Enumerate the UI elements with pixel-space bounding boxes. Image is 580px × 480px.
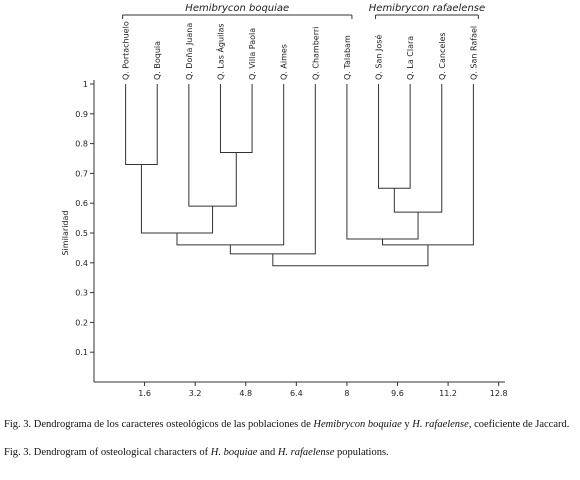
- caption: Fig. 3. Dendrograma de los caracteres os…: [4, 418, 578, 432]
- leaf-label: Q. Portachuelo: [122, 21, 131, 80]
- leaf-label: Q. Aimes: [280, 44, 289, 80]
- chart: Similaridad 0.1 0.2 0.3 0.4 0.5 0.6 0.7 0.8 0.9 1…: [61, 3, 508, 398]
- y-tick-label: 0.3: [75, 289, 88, 298]
- leaf-label: Q. Canceles: [438, 32, 447, 80]
- y-tick-label: 0.7: [75, 169, 88, 178]
- y-tick-label: 0.2: [75, 318, 88, 327]
- y-tick-label: 0.9: [75, 110, 88, 119]
- dendrogram-branch: [393, 84, 443, 213]
- x-tick-label: 9.6: [391, 389, 404, 398]
- caption-text: y: [401, 419, 413, 430]
- leaf-label: Q. La Clara: [406, 36, 415, 80]
- caption-text: populations.: [334, 447, 389, 458]
- x-tick-label: 3.2: [189, 389, 202, 398]
- group-label: Hemibrycon rafaelense: [369, 3, 485, 14]
- dendrogram-branch: [176, 84, 285, 246]
- caption-text: H. boquiae: [210, 447, 258, 458]
- caption-text: H. rafaelense: [412, 419, 469, 430]
- dendrogram-branch: [272, 244, 429, 267]
- dendrogram-branch: [219, 84, 253, 154]
- leaf-label: Q. Boquia: [153, 41, 162, 80]
- caption-text: Fig. 3. Dendrogram of osteological chara…: [4, 447, 211, 458]
- dendrogram-branch: [346, 84, 419, 240]
- dendrogram-branch: [188, 84, 237, 207]
- y-tick-label: 0.8: [75, 140, 88, 149]
- caption-text: Fig. 3. Dendrograma de los caracteres os…: [4, 419, 314, 430]
- caption-text: and: [257, 447, 278, 458]
- leaf-label: Q. Villa Paola: [248, 28, 257, 80]
- caption: Fig. 3. Dendrogram of osteological chara…: [4, 446, 578, 460]
- leaf-label: Q. Doña Juana: [185, 23, 194, 80]
- dendrogram-branch: [381, 84, 474, 246]
- y-tick-label: 0.1: [75, 348, 88, 357]
- dendrogram-branch: [140, 164, 214, 234]
- caption-text: Hemibrycon boquiae: [313, 419, 402, 430]
- caption-text: , coeficiente de Jaccard.: [468, 419, 570, 430]
- x-tick-label: 1.6: [138, 389, 151, 398]
- dendrogram-branch: [378, 84, 411, 189]
- y-tick-label: 0.5: [75, 229, 88, 238]
- leaf-label: Q. San José: [374, 35, 384, 80]
- caption-text: H. rafaelense: [277, 447, 335, 458]
- dendrogram-branch: [229, 84, 316, 255]
- leaf-label: Q. Talabam: [343, 35, 352, 80]
- x-tick-label: 12.8: [490, 389, 508, 398]
- x-tick-label: 4.8: [239, 389, 252, 398]
- leaf-label: Q. San Rafael: [469, 26, 478, 80]
- y-axis-label: Similaridad: [61, 210, 70, 255]
- x-tick-label: 8: [344, 389, 349, 398]
- captions: Fig. 3. Dendrograma de los caracteres os…: [4, 418, 578, 474]
- group-label: Hemibrycon boquiae: [185, 3, 289, 14]
- y-tick-label: 1: [83, 80, 88, 89]
- x-tick-label: 6.4: [290, 389, 303, 398]
- x-tick-label: 11.2: [439, 389, 457, 398]
- leaf-label: Q. Chamberri: [311, 27, 320, 80]
- leaf-label: Q. Las Águilas: [214, 23, 225, 80]
- y-tick-label: 0.4: [75, 259, 88, 268]
- dendrogram-branch: [125, 84, 158, 165]
- y-tick-label: 0.6: [75, 199, 88, 208]
